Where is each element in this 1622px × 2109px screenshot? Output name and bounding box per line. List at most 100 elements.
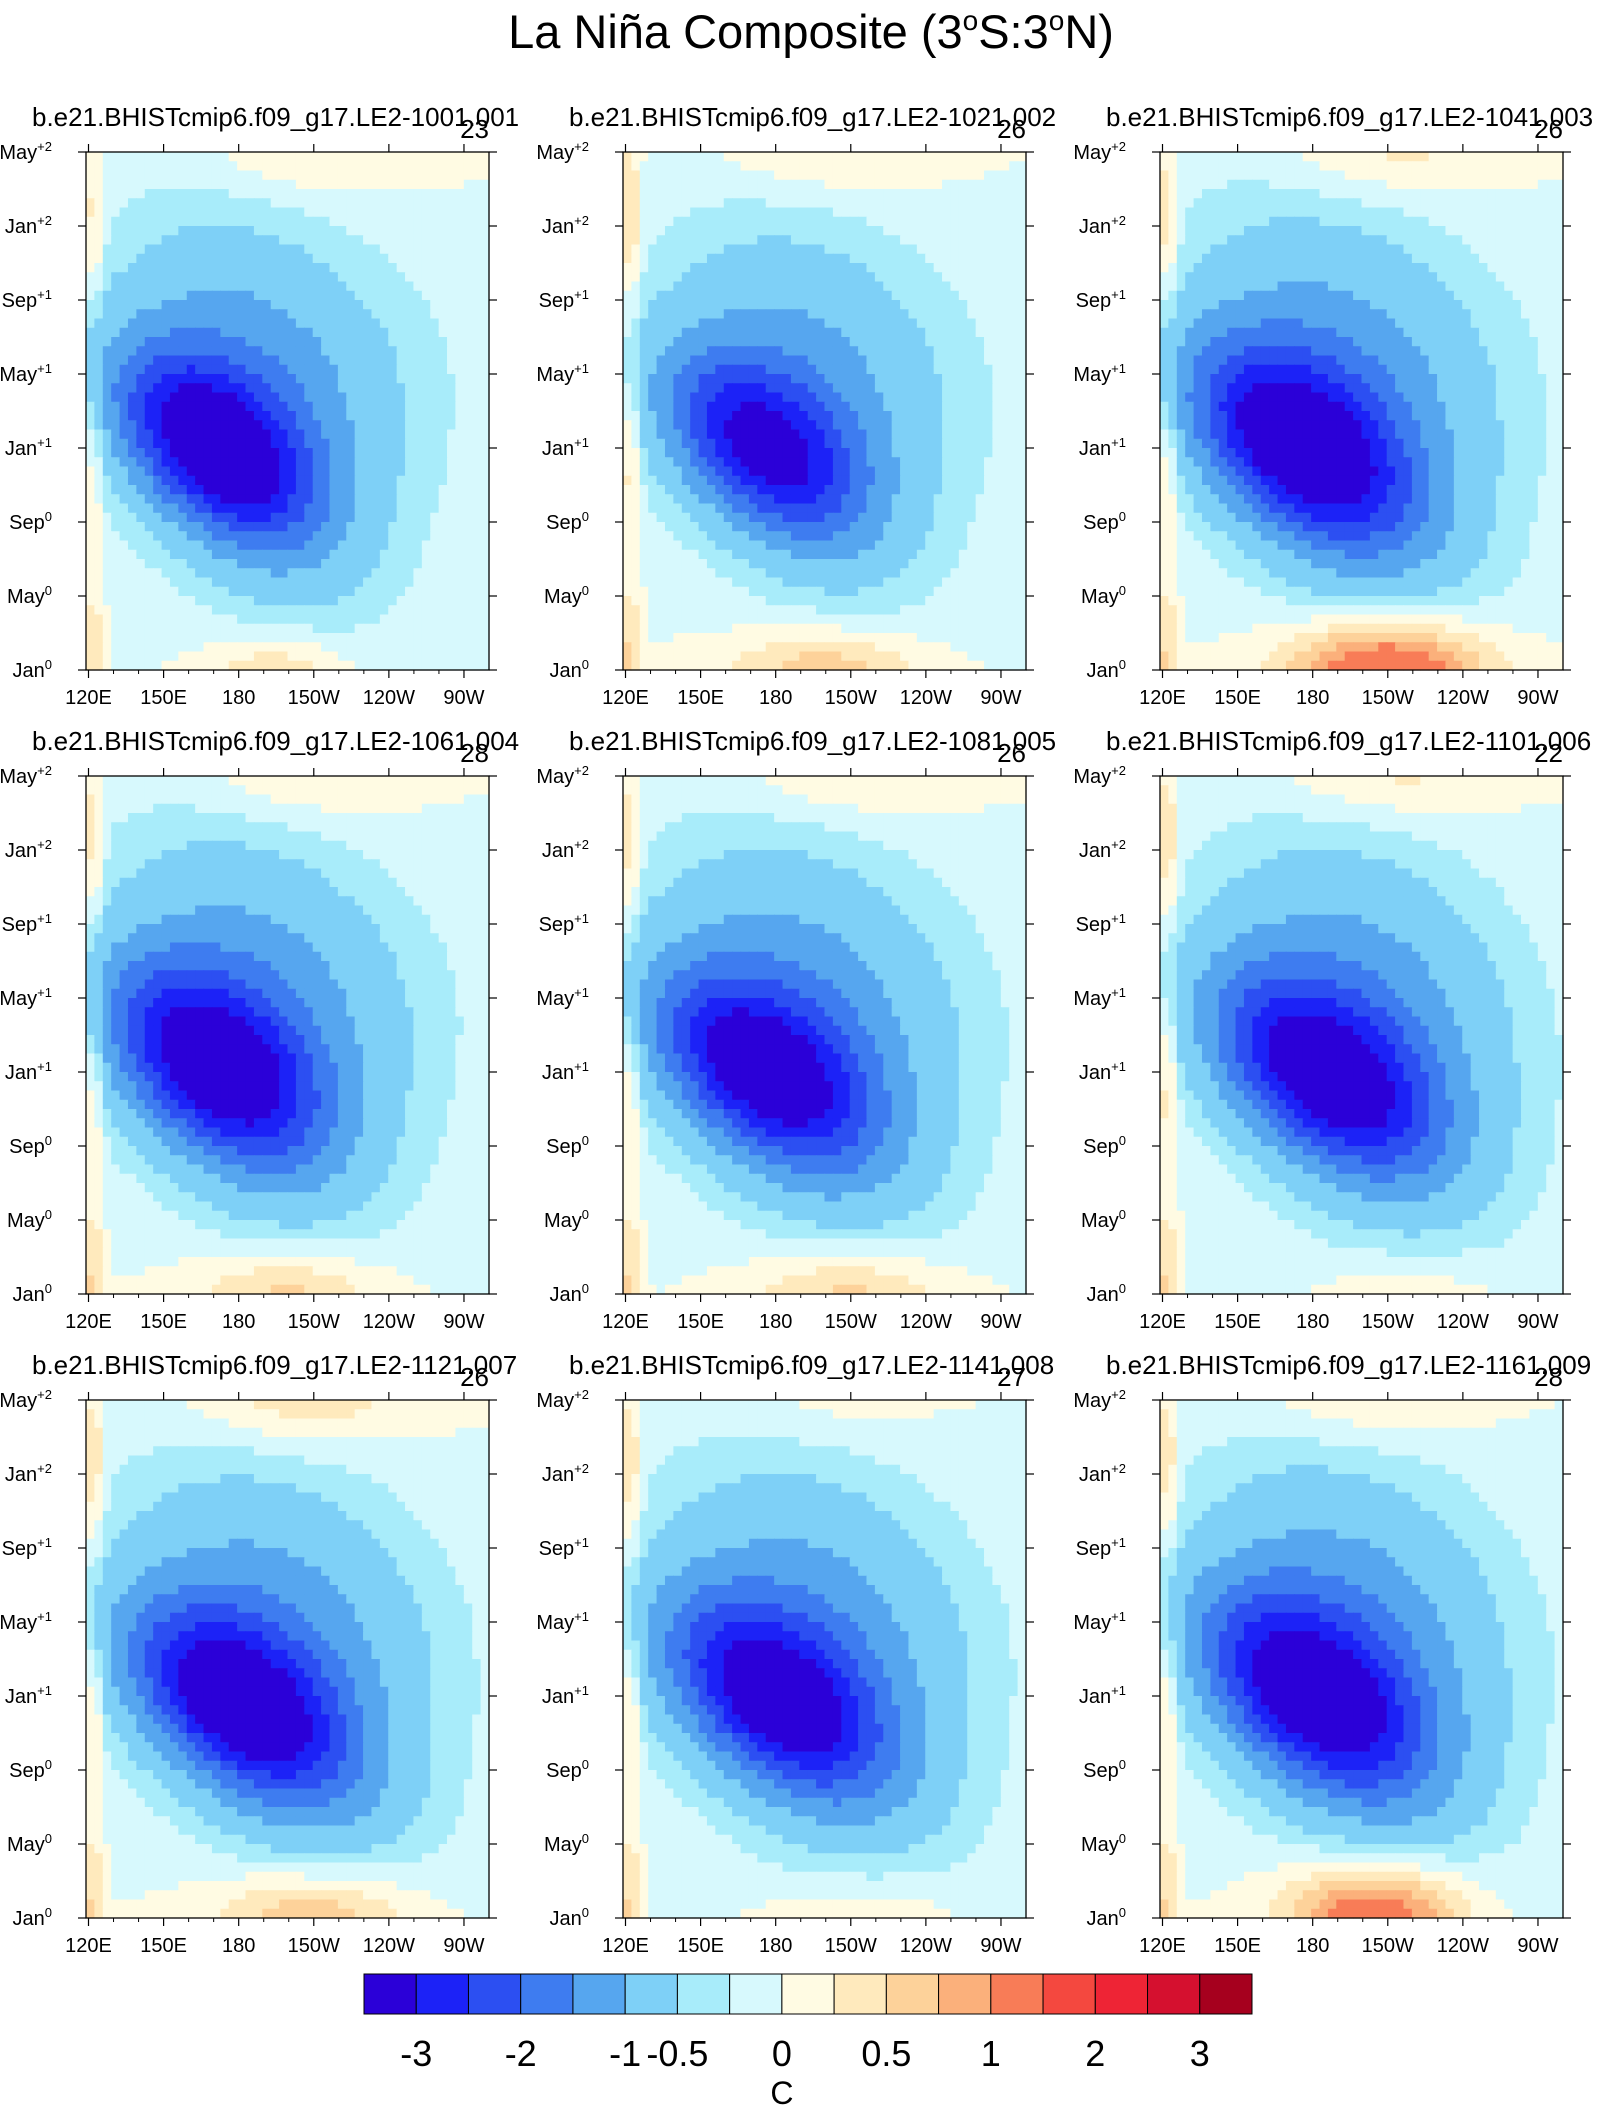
heatmap-cell (463, 411, 473, 421)
heatmap-cell (447, 392, 457, 403)
heatmap-cell (396, 660, 406, 671)
heatmap-cell (950, 189, 960, 199)
heatmap-cell (413, 290, 423, 301)
heatmap-cell (908, 189, 918, 199)
heatmap-cell (732, 411, 742, 421)
heatmap-cell (86, 309, 95, 320)
heatmap-cell (1000, 198, 1010, 209)
heatmap-cell (295, 522, 305, 532)
heatmap-cell (279, 549, 289, 560)
heatmap-cell (253, 179, 263, 190)
heatmap-cell (405, 272, 415, 283)
heatmap-cell (270, 179, 280, 190)
heatmap-cell (178, 614, 188, 625)
heatmap-cell (816, 300, 826, 310)
heatmap-cell (757, 327, 767, 338)
heatmap-cell (690, 512, 700, 523)
heatmap-cell (790, 559, 800, 569)
heatmap-cell (413, 281, 423, 292)
heatmap-cell (849, 522, 859, 532)
heatmap-cell (287, 263, 297, 273)
heatmap-cell (790, 401, 800, 412)
heatmap-cell (388, 512, 398, 523)
heatmap-cell (480, 438, 490, 449)
heatmap-cell (421, 337, 431, 347)
heatmap-cell (656, 170, 666, 181)
heatmap-cell (799, 300, 809, 310)
heatmap-cell (950, 485, 960, 495)
heatmap-cell (673, 337, 683, 347)
heatmap-cell (648, 226, 658, 236)
heatmap-cell (757, 568, 767, 579)
heatmap-cell (748, 485, 758, 495)
heatmap-cell (765, 494, 775, 505)
heatmap-cell (681, 170, 691, 181)
heatmap-cell (119, 559, 129, 569)
heatmap-cell (807, 485, 817, 495)
heatmap-cell (942, 438, 952, 449)
heatmap-cell (715, 337, 725, 347)
heatmap-cell (690, 189, 700, 199)
heatmap-cell (144, 605, 154, 616)
heatmap-cell (102, 337, 112, 347)
heatmap-cell (958, 244, 968, 255)
heatmap-cell (664, 235, 674, 246)
heatmap-cell (824, 198, 834, 209)
heatmap-cell (279, 577, 289, 588)
heatmap-cell (94, 309, 104, 320)
heatmap-cell (816, 503, 826, 514)
heatmap-cell (119, 411, 129, 421)
heatmap-cell (975, 429, 985, 440)
heatmap-cell (656, 253, 666, 264)
heatmap-cell (346, 290, 356, 301)
heatmap-cell (942, 522, 952, 532)
heatmap-cell (396, 207, 406, 218)
heatmap-cell (371, 281, 381, 292)
heatmap-cell (237, 300, 247, 310)
heatmap-cell (379, 494, 389, 505)
heatmap-cell (144, 392, 154, 403)
heatmap-cell (127, 420, 137, 431)
heatmap-cell (421, 207, 431, 218)
heatmap-cell (1000, 263, 1010, 273)
heatmap-cell (211, 226, 221, 236)
heatmap-cell (841, 198, 851, 209)
heatmap-cell (782, 392, 792, 403)
heatmap-cell (102, 457, 112, 468)
heatmap-cell (690, 531, 700, 542)
heatmap-cell (673, 494, 683, 505)
heatmap-cell (715, 170, 725, 181)
heatmap-cell (346, 438, 356, 449)
heatmap-cell (102, 605, 112, 616)
heatmap-cell (723, 568, 733, 579)
heatmap-cell (824, 327, 834, 338)
heatmap-cell (799, 522, 809, 532)
heatmap-cell (698, 226, 708, 236)
heatmap-cell (337, 475, 347, 486)
heatmap-cell (111, 466, 121, 477)
heatmap-cell (144, 512, 154, 523)
heatmap-cell (237, 179, 247, 190)
heatmap-cell (975, 448, 985, 458)
heatmap-cell (203, 614, 213, 625)
heatmap-cell (169, 226, 179, 236)
heatmap-cell (480, 411, 490, 421)
heatmap-cell (782, 207, 792, 218)
heatmap-cell (916, 207, 926, 218)
heatmap-cell (363, 559, 373, 569)
heatmap-cell (245, 512, 255, 523)
heatmap-cell (757, 355, 767, 366)
heatmap-cell (102, 549, 112, 560)
heatmap-cell (723, 263, 733, 273)
heatmap-cell (790, 549, 800, 560)
heatmap-cell (86, 642, 95, 653)
heatmap-cell (715, 383, 725, 394)
heatmap-cell (270, 253, 280, 264)
heatmap-cell (765, 309, 775, 320)
heatmap-cell (337, 152, 347, 162)
heatmap-cell (698, 290, 708, 301)
heatmap-cell (430, 161, 440, 172)
heatmap-cell (127, 568, 137, 579)
heatmap-cell (405, 179, 415, 190)
heatmap-cell (161, 281, 171, 292)
